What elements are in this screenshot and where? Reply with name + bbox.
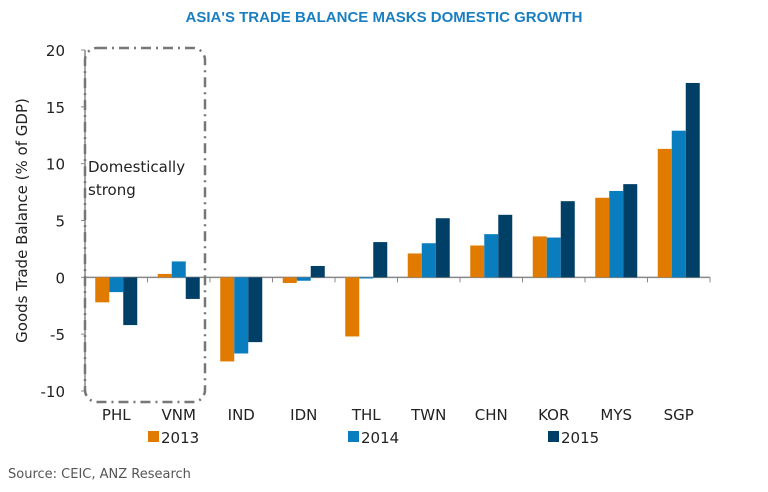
x-tick-label: TWN [410, 406, 446, 424]
bar-chn-2014 [484, 234, 499, 278]
bar-sgp-2013 [657, 148, 672, 278]
bar-mys-2015 [623, 184, 638, 278]
x-tick-label: THL [351, 406, 381, 424]
bar-mys-2013 [595, 197, 610, 278]
x-tick-label: CHN [475, 406, 508, 424]
bar-kor-2013 [532, 236, 547, 278]
y-tick-label: 15 [46, 99, 65, 117]
bar-chn-2013 [470, 245, 485, 278]
x-tick-label: IDN [290, 406, 317, 424]
y-axis-label: Goods Trade Balance (% of GDP) [13, 98, 31, 343]
bar-phl-2015 [123, 277, 138, 326]
bar-vnm-2014 [171, 261, 186, 278]
bar-phl-2013 [95, 277, 110, 303]
annotation-line1: Domestically [88, 158, 185, 176]
bar-ind-2015 [248, 277, 263, 343]
bar-idn-2013 [282, 277, 297, 284]
x-tick-label: MYS [600, 406, 632, 424]
bar-twn-2014 [421, 243, 436, 278]
bar-idn-2014 [296, 277, 311, 281]
legend-label-2013: 2013 [161, 429, 199, 447]
bar-thl-2015 [373, 242, 388, 278]
bar-mys-2014 [609, 190, 624, 278]
legend-swatch-2014 [348, 431, 359, 442]
bar-chn-2015 [498, 214, 513, 278]
y-tick-label: 5 [55, 213, 65, 231]
bar-kor-2014 [546, 237, 561, 278]
y-tick-label: -10 [41, 383, 66, 401]
bar-thl-2014 [359, 277, 374, 279]
bar-sgp-2015 [685, 82, 700, 278]
bar-idn-2015 [310, 265, 325, 278]
y-tick-label: -5 [50, 326, 65, 344]
legend-swatch-2015 [548, 431, 559, 442]
bar-twn-2013 [407, 253, 422, 278]
legend-label-2015: 2015 [561, 429, 599, 447]
bar-vnm-2013 [157, 273, 172, 278]
legend-swatch-2013 [148, 431, 159, 442]
x-tick-label: SGP [664, 406, 694, 424]
bar-vnm-2015 [185, 277, 200, 299]
x-tick-label: IND [228, 406, 255, 424]
bar-ind-2013 [220, 277, 235, 362]
bar-thl-2013 [345, 277, 360, 337]
y-tick-label: 0 [55, 269, 65, 287]
bar-kor-2015 [560, 201, 575, 278]
domestically-strong-box [83, 46, 207, 404]
bar-sgp-2014 [671, 130, 686, 278]
y-tick-label: 20 [46, 42, 65, 60]
x-tick-label: PHL [102, 406, 131, 424]
x-tick-label: KOR [538, 406, 569, 424]
x-tick-label: VNM [162, 406, 196, 424]
source-note: Source: CEIC, ANZ Research [8, 467, 191, 482]
legend-label-2014: 2014 [361, 429, 399, 447]
chart-title: ASIA'S TRADE BALANCE MASKS DOMESTIC GROW… [185, 9, 583, 26]
bar-phl-2014 [109, 277, 124, 293]
bar-twn-2015 [435, 218, 450, 278]
bar-ind-2014 [234, 277, 249, 354]
annotation-line2: strong [88, 181, 136, 199]
y-tick-label: 10 [46, 156, 65, 174]
